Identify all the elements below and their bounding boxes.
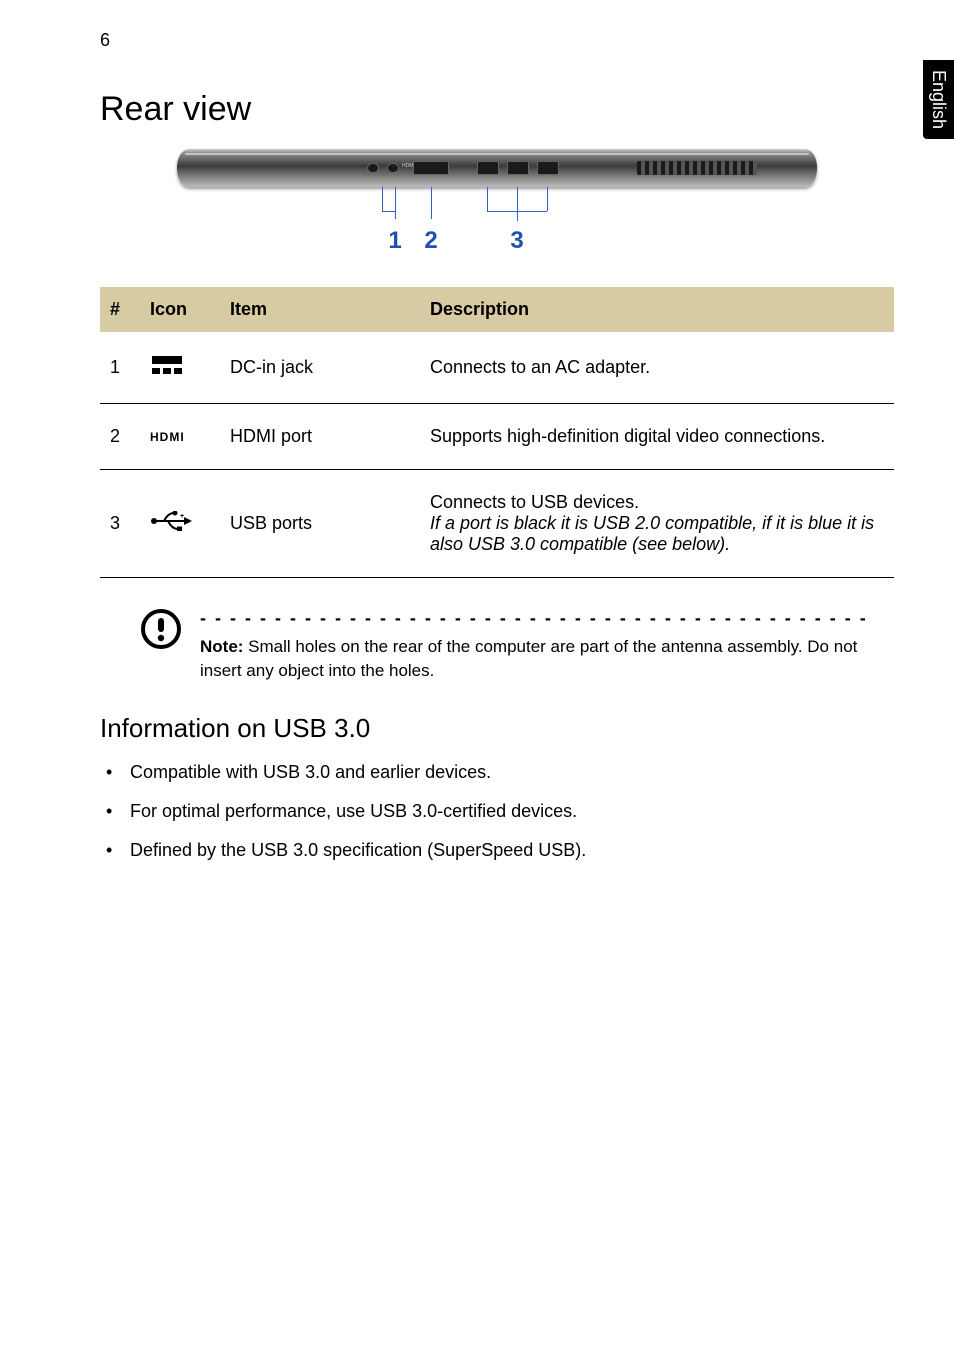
list-item: For optimal performance, use USB 3.0-cer…: [130, 799, 894, 824]
language-tab: English: [923, 60, 954, 139]
rear-view-figure: HDMI 1 2 3: [100, 149, 894, 257]
row-desc-plain: Connects to USB devices.: [430, 492, 639, 512]
alert-icon: [140, 608, 182, 655]
list-item: Defined by the USB 3.0 specification (Su…: [130, 838, 894, 863]
table-header-row: # Icon Item Description: [100, 287, 894, 332]
th-icon: Icon: [140, 287, 220, 332]
row-num: 1: [100, 332, 140, 404]
th-desc: Description: [420, 287, 894, 332]
device-shell: HDMI: [177, 149, 817, 187]
port-rect: [477, 161, 499, 175]
row-desc: Connects to an AC adapter.: [420, 332, 894, 404]
usb-icon: +: [150, 511, 194, 536]
row-icon: [140, 332, 220, 404]
callout-numbers: 1 2 3: [177, 227, 817, 257]
callout-1: 1: [388, 227, 401, 255]
note-text: Note: Small holes on the rear of the com…: [200, 635, 894, 683]
port-dot: [387, 163, 399, 173]
vent: [637, 161, 757, 175]
port-rect: [413, 161, 449, 175]
row-num: 3: [100, 470, 140, 578]
note-content: - - - - - - - - - - - - - - - - - - - - …: [200, 608, 894, 683]
row-item: DC-in jack: [220, 332, 420, 404]
row-desc-italic: If a port is black it is USB 2.0 compati…: [430, 513, 874, 554]
port-rect: [537, 161, 559, 175]
table-row: 2 HDMI HDMI port Supports high-definitio…: [100, 404, 894, 470]
th-item: Item: [220, 287, 420, 332]
note-body: Small holes on the rear of the computer …: [200, 637, 857, 680]
callout-3: 3: [510, 227, 523, 255]
svg-text:+: +: [180, 513, 184, 520]
note-block: - - - - - - - - - - - - - - - - - - - - …: [140, 608, 894, 683]
note-label: Note:: [200, 637, 243, 656]
hdmi-icon: HDMI: [150, 430, 185, 444]
callout-2: 2: [424, 227, 437, 255]
list-item: Compatible with USB 3.0 and earlier devi…: [130, 760, 894, 785]
row-item: USB ports: [220, 470, 420, 578]
page-number: 6: [100, 30, 110, 51]
row-desc: Supports high-definition digital video c…: [420, 404, 894, 470]
usb-bullet-list: Compatible with USB 3.0 and earlier devi…: [100, 760, 894, 864]
row-item: HDMI port: [220, 404, 420, 470]
row-icon: HDMI: [140, 404, 220, 470]
dc-in-icon: [150, 354, 184, 381]
port-dot: [367, 163, 379, 173]
section-title: Rear view: [100, 90, 894, 129]
table-row: 3 + USB ports Connects: [100, 470, 894, 578]
port-table: # Icon Item Description 1 DC-in jack Con…: [100, 287, 894, 578]
table-row: 1 DC-in jack Connects to an AC adapter.: [100, 332, 894, 404]
row-desc: Connects to USB devices. If a port is bl…: [420, 470, 894, 578]
port-rect: [507, 161, 529, 175]
row-num: 2: [100, 404, 140, 470]
usb-heading: Information on USB 3.0: [100, 713, 894, 744]
callout-lines: [177, 187, 817, 227]
row-icon: +: [140, 470, 220, 578]
th-num: #: [100, 287, 140, 332]
dash-divider: - - - - - - - - - - - - - - - - - - - - …: [200, 608, 894, 629]
